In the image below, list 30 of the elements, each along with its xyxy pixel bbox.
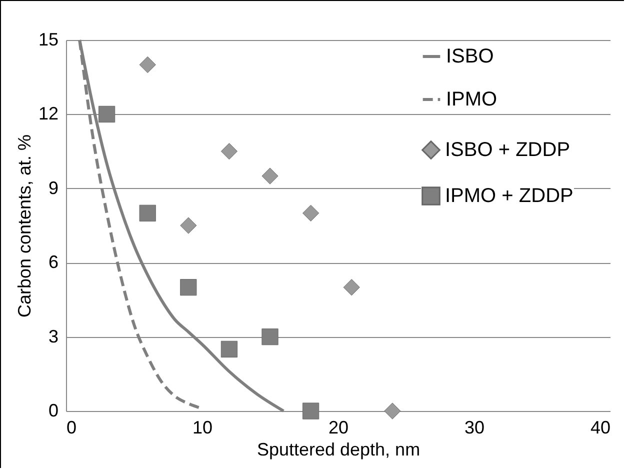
point <box>302 402 320 420</box>
point <box>180 217 197 234</box>
legend-label: ISBO + ZDDP <box>445 139 570 161</box>
x-tick-label: 20 <box>328 418 349 438</box>
y-tick-label: 12 <box>38 104 58 124</box>
y-tick-label: 6 <box>48 252 58 272</box>
point <box>220 340 238 358</box>
point <box>139 56 156 74</box>
y-tick-label: 3 <box>48 326 58 346</box>
point <box>139 204 156 222</box>
x-tick-label: 30 <box>464 418 485 438</box>
x-tick-label: 40 <box>590 418 610 438</box>
x-tick-label: 10 <box>192 418 213 438</box>
y-tick-label: 0 <box>48 400 58 420</box>
legend-label: ISBO <box>446 46 494 68</box>
legend-label: IPMO + ZDDP <box>445 185 574 207</box>
y-axis-title: Carbon contents, at. % <box>14 134 34 318</box>
point <box>180 279 197 296</box>
legend-label: IPMO <box>446 88 498 110</box>
y-tick-label: 9 <box>48 178 58 198</box>
point <box>262 168 278 184</box>
point <box>343 279 360 296</box>
point <box>220 142 238 160</box>
y-tick-label: 15 <box>38 30 58 50</box>
point <box>302 204 320 222</box>
x-tick-label: 0 <box>66 418 77 438</box>
point <box>384 402 401 420</box>
point <box>262 328 278 346</box>
point <box>98 106 116 123</box>
x-axis-title: Sputtered depth, nm <box>256 440 420 460</box>
